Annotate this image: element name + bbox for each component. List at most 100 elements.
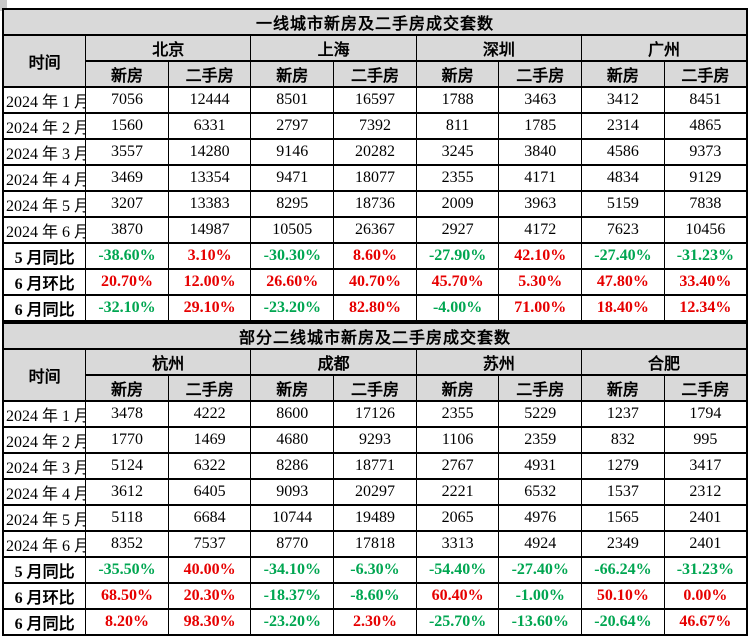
value-cell: 3557: [85, 138, 169, 166]
subheader-cell: 二手房: [498, 60, 583, 88]
pct-value-cell: -66.24%: [581, 556, 665, 584]
pct-value-cell: 71.00%: [498, 294, 583, 322]
pct-row-label-cell: 5 月同比: [2, 556, 87, 584]
city-header-row: 时间 北京 上海 深圳 广州: [2, 34, 748, 88]
value-cell: 16597: [333, 86, 417, 114]
value-cell: 1785: [498, 112, 583, 140]
value-cell: 4931: [498, 452, 583, 480]
pct-row: 6 月环比 20.70% 12.00% 26.60% 40.70% 45.70% 5.30%…: [2, 268, 748, 296]
value-cell: 6322: [167, 452, 252, 480]
subheader-cell: 二手房: [333, 374, 417, 402]
value-cell: 18771: [333, 452, 417, 480]
value-cell: 2767: [415, 452, 500, 480]
value-cell: 4865: [663, 112, 748, 140]
data-row: 2024 年 6 月 8352 7537 8770 17818 3313 4924 2349 2…: [2, 530, 748, 558]
value-cell: 1106: [415, 426, 500, 454]
screen-edge-artifact: [0, 0, 7, 11]
city-header-cell: 苏州: [415, 348, 583, 376]
row-label-cell: 2024 年 6 月: [2, 216, 87, 244]
value-cell: 10505: [250, 216, 335, 244]
value-cell: 7537: [167, 530, 252, 558]
pct-value-cell: 20.30%: [167, 582, 252, 610]
value-cell: 3870: [85, 216, 169, 244]
value-cell: 832: [581, 426, 665, 454]
pct-value-cell: 3.10%: [167, 242, 252, 270]
value-cell: 5124: [85, 452, 169, 480]
subheader-row: 新房 二手房 新房 二手房 新房 二手房 新房 二手房: [3, 60, 748, 88]
value-cell: 10744: [250, 504, 335, 532]
row-label-cell: 2024 年 3 月: [2, 138, 87, 166]
pct-value-cell: -18.37%: [250, 582, 335, 610]
data-row: 2024 年 2 月 1560 6331 2797 7392 811 1785 2314 486…: [2, 112, 748, 140]
value-cell: 1469: [167, 426, 252, 454]
value-cell: 20282: [333, 138, 417, 166]
value-cell: 14280: [167, 138, 252, 166]
value-cell: 5229: [498, 400, 583, 428]
value-cell: 9293: [333, 426, 417, 454]
pct-value-cell: -23.20%: [250, 294, 335, 322]
city-header-cell: 上海: [250, 34, 417, 62]
time-header-cell: 时间: [2, 34, 87, 88]
pct-value-cell: 33.40%: [663, 268, 748, 296]
value-cell: 1565: [581, 504, 665, 532]
subheader-cell: 新房: [85, 374, 169, 402]
pct-value-cell: 5.30%: [498, 268, 583, 296]
value-cell: 1537: [581, 478, 665, 506]
city-header-cell: 成都: [250, 348, 417, 376]
row-label-cell: 2024 年 4 月: [2, 478, 87, 506]
row-label-cell: 2024 年 5 月: [2, 504, 87, 532]
value-cell: 2401: [663, 504, 748, 532]
table-title-row: 一线城市新房及二手房成交套数: [2, 8, 748, 36]
pct-value-cell: 50.10%: [581, 582, 665, 610]
value-cell: 2359: [498, 426, 583, 454]
value-cell: 17126: [333, 400, 417, 428]
value-cell: 6532: [498, 478, 583, 506]
pct-value-cell: -27.40%: [498, 556, 583, 584]
value-cell: 2009: [415, 190, 500, 218]
pct-value-cell: -13.60%: [498, 608, 583, 636]
value-cell: 8295: [250, 190, 335, 218]
value-cell: 3612: [85, 478, 169, 506]
value-cell: 7623: [581, 216, 665, 244]
value-cell: 3245: [415, 138, 500, 166]
value-cell: 2065: [415, 504, 500, 532]
value-cell: 12444: [167, 86, 252, 114]
value-cell: 8352: [85, 530, 169, 558]
pct-value-cell: -25.70%: [415, 608, 500, 636]
value-cell: 4171: [498, 164, 583, 192]
subheader-cell: 二手房: [663, 374, 748, 402]
pct-row: 5 月同比 -35.50% 40.00% -34.10% -6.30% -54.40% -2…: [2, 556, 748, 584]
row-label-cell: 2024 年 6 月: [2, 530, 87, 558]
tier2-cities-table: 部分二线城市新房及二手房成交套数 时间 杭州 成都 苏州 合肥 新房 二手房 新房 二手房 新房 二手…: [2, 322, 748, 636]
pct-value-cell: 42.10%: [498, 242, 583, 270]
row-label-cell: 2024 年 4 月: [2, 164, 87, 192]
pct-row-label-cell: 6 月同比: [2, 294, 87, 322]
value-cell: 2355: [415, 400, 500, 428]
pct-value-cell: -6.30%: [333, 556, 417, 584]
value-cell: 1770: [85, 426, 169, 454]
pct-value-cell: -54.40%: [415, 556, 500, 584]
value-cell: 4172: [498, 216, 583, 244]
table-title-row: 部分二线城市新房及二手房成交套数: [2, 322, 748, 350]
data-row: 2024 年 2 月 1770 1469 4680 9293 1106 2359 832 995: [2, 426, 748, 454]
value-cell: 8451: [663, 86, 748, 114]
pct-row-label-cell: 6 月同比: [2, 608, 87, 636]
value-cell: 4924: [498, 530, 583, 558]
subheader-cell: 二手房: [167, 60, 252, 88]
pct-value-cell: -35.50%: [85, 556, 169, 584]
pct-row-label-cell: 6 月环比: [2, 268, 87, 296]
value-cell: 2314: [581, 112, 665, 140]
value-cell: 3963: [498, 190, 583, 218]
table-title: 一线城市新房及二手房成交套数: [2, 8, 748, 36]
value-cell: 7056: [85, 86, 169, 114]
subheader-cell: 二手房: [333, 60, 417, 88]
pct-row: 6 月同比 -32.10% 29.10% -23.20% 82.80% -4.00% 71.…: [2, 294, 748, 322]
value-cell: 4680: [250, 426, 335, 454]
city-header-cell: 北京: [85, 34, 252, 62]
city-header-cell: 杭州: [85, 348, 252, 376]
subheader-cell: 新房: [85, 60, 169, 88]
row-label-cell: 2024 年 5 月: [2, 190, 87, 218]
value-cell: 9093: [250, 478, 335, 506]
tier1-cities-table: 一线城市新房及二手房成交套数 时间 北京 上海 深圳 广州 新房 二手房 新房 二手房 新房 二手房新…: [2, 8, 748, 322]
pct-value-cell: 8.60%: [333, 242, 417, 270]
